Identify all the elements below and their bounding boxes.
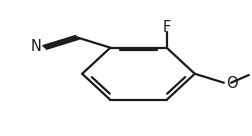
Text: O: O xyxy=(225,76,236,91)
Text: N: N xyxy=(30,39,41,54)
Text: F: F xyxy=(162,20,170,35)
